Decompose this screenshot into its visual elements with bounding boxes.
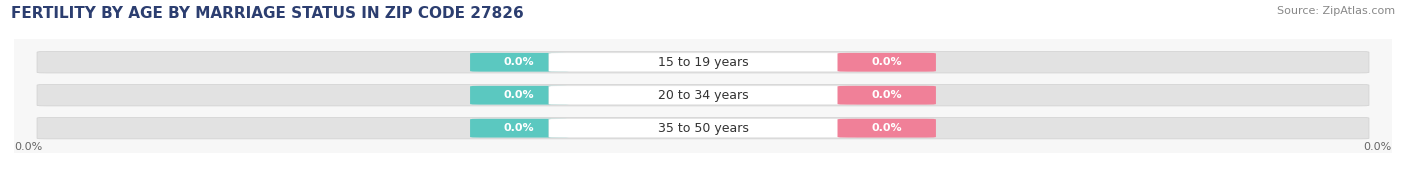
FancyBboxPatch shape: [838, 119, 936, 138]
FancyBboxPatch shape: [37, 117, 1369, 139]
FancyBboxPatch shape: [470, 53, 568, 72]
FancyBboxPatch shape: [548, 86, 858, 105]
Text: 0.0%: 0.0%: [872, 123, 903, 133]
FancyBboxPatch shape: [37, 52, 1369, 73]
Text: FERTILITY BY AGE BY MARRIAGE STATUS IN ZIP CODE 27826: FERTILITY BY AGE BY MARRIAGE STATUS IN Z…: [11, 6, 524, 21]
Text: 20 to 34 years: 20 to 34 years: [658, 89, 748, 102]
FancyBboxPatch shape: [548, 53, 858, 72]
Text: 0.0%: 0.0%: [503, 57, 534, 67]
Text: 15 to 19 years: 15 to 19 years: [658, 56, 748, 69]
Text: 0.0%: 0.0%: [503, 123, 534, 133]
Text: 35 to 50 years: 35 to 50 years: [658, 122, 748, 135]
Text: 0.0%: 0.0%: [872, 57, 903, 67]
Text: Source: ZipAtlas.com: Source: ZipAtlas.com: [1277, 6, 1395, 16]
FancyBboxPatch shape: [838, 86, 936, 105]
FancyBboxPatch shape: [838, 53, 936, 72]
Text: 0.0%: 0.0%: [503, 90, 534, 100]
Text: 0.0%: 0.0%: [872, 90, 903, 100]
FancyBboxPatch shape: [548, 119, 858, 138]
FancyBboxPatch shape: [37, 84, 1369, 106]
Text: 0.0%: 0.0%: [14, 142, 42, 152]
Text: 0.0%: 0.0%: [1364, 142, 1392, 152]
FancyBboxPatch shape: [470, 86, 568, 105]
FancyBboxPatch shape: [470, 119, 568, 138]
